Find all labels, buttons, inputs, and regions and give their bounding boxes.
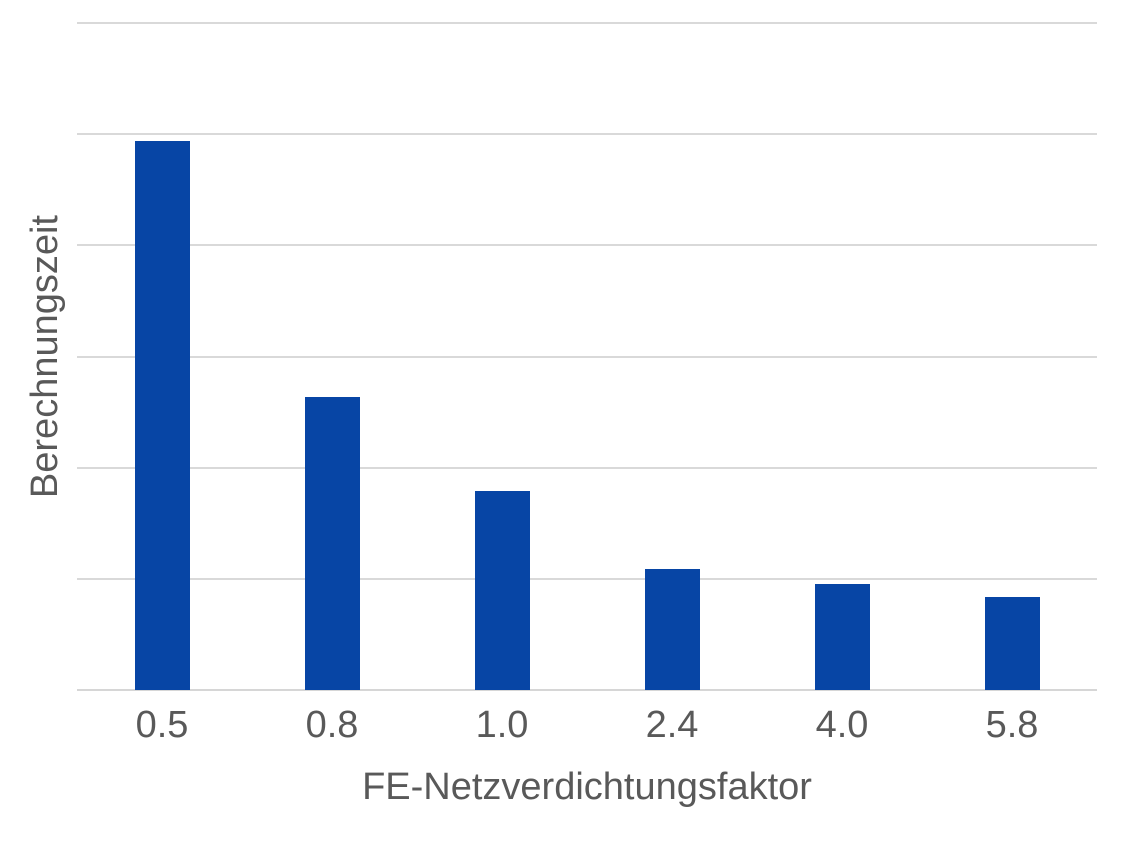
bar-slot (757, 23, 927, 690)
gridline (77, 244, 1097, 246)
bar-5.8 (984, 597, 1040, 690)
x-tick-label: 5.8 (985, 704, 1039, 746)
bar-slot (77, 23, 247, 690)
bar-0.8 (304, 397, 360, 690)
gridline (77, 356, 1097, 358)
bars-layer (77, 23, 1097, 690)
x-tick-label: 1.0 (475, 704, 529, 746)
x-tick-label: 0.5 (135, 704, 189, 746)
gridline (77, 133, 1097, 135)
x-tick-label: 2.4 (645, 704, 699, 746)
gridline (77, 22, 1097, 24)
bar-slot (927, 23, 1097, 690)
x-tick-label: 4.0 (815, 704, 869, 746)
x-tick-label: 0.8 (305, 704, 359, 746)
bar-slot (587, 23, 757, 690)
gridline (77, 578, 1097, 580)
y-axis-title-area: Berechnungszeit (14, 23, 76, 690)
bar-1.0 (474, 491, 530, 690)
x-axis-tick-labels: 0.5 0.8 1.0 2.4 4.0 5.8 (77, 702, 1097, 750)
bar-slot (247, 23, 417, 690)
gridline (77, 467, 1097, 469)
x-axis-line (77, 689, 1097, 691)
x-axis-title: FE-Netzverdichtungsfaktor (362, 766, 812, 808)
bar-0.5 (134, 141, 190, 690)
plot-area (77, 22, 1097, 691)
bar-4.0 (814, 584, 870, 690)
y-axis-title: Berechnungszeit (23, 214, 66, 499)
bar-2.4 (644, 569, 700, 690)
bar-slot (417, 23, 587, 690)
